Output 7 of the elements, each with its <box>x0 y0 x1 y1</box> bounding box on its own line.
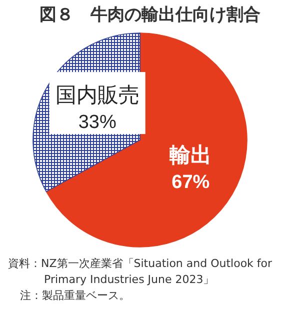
text: 注：製品重量ベース。 <box>19 288 131 304</box>
data-label: 33% <box>78 112 116 134</box>
data-label: 67% <box>172 172 210 193</box>
slice-label: 国内販売 <box>55 83 140 108</box>
chart-title: 図８ 牛肉の輸出仕向け割合 <box>38 4 262 26</box>
text: 資料：NZ第一次産業省「Situation and Outlook for Primary Industries June 2023」 <box>8 256 274 288</box>
slice-label: 輸出 <box>168 142 212 167</box>
